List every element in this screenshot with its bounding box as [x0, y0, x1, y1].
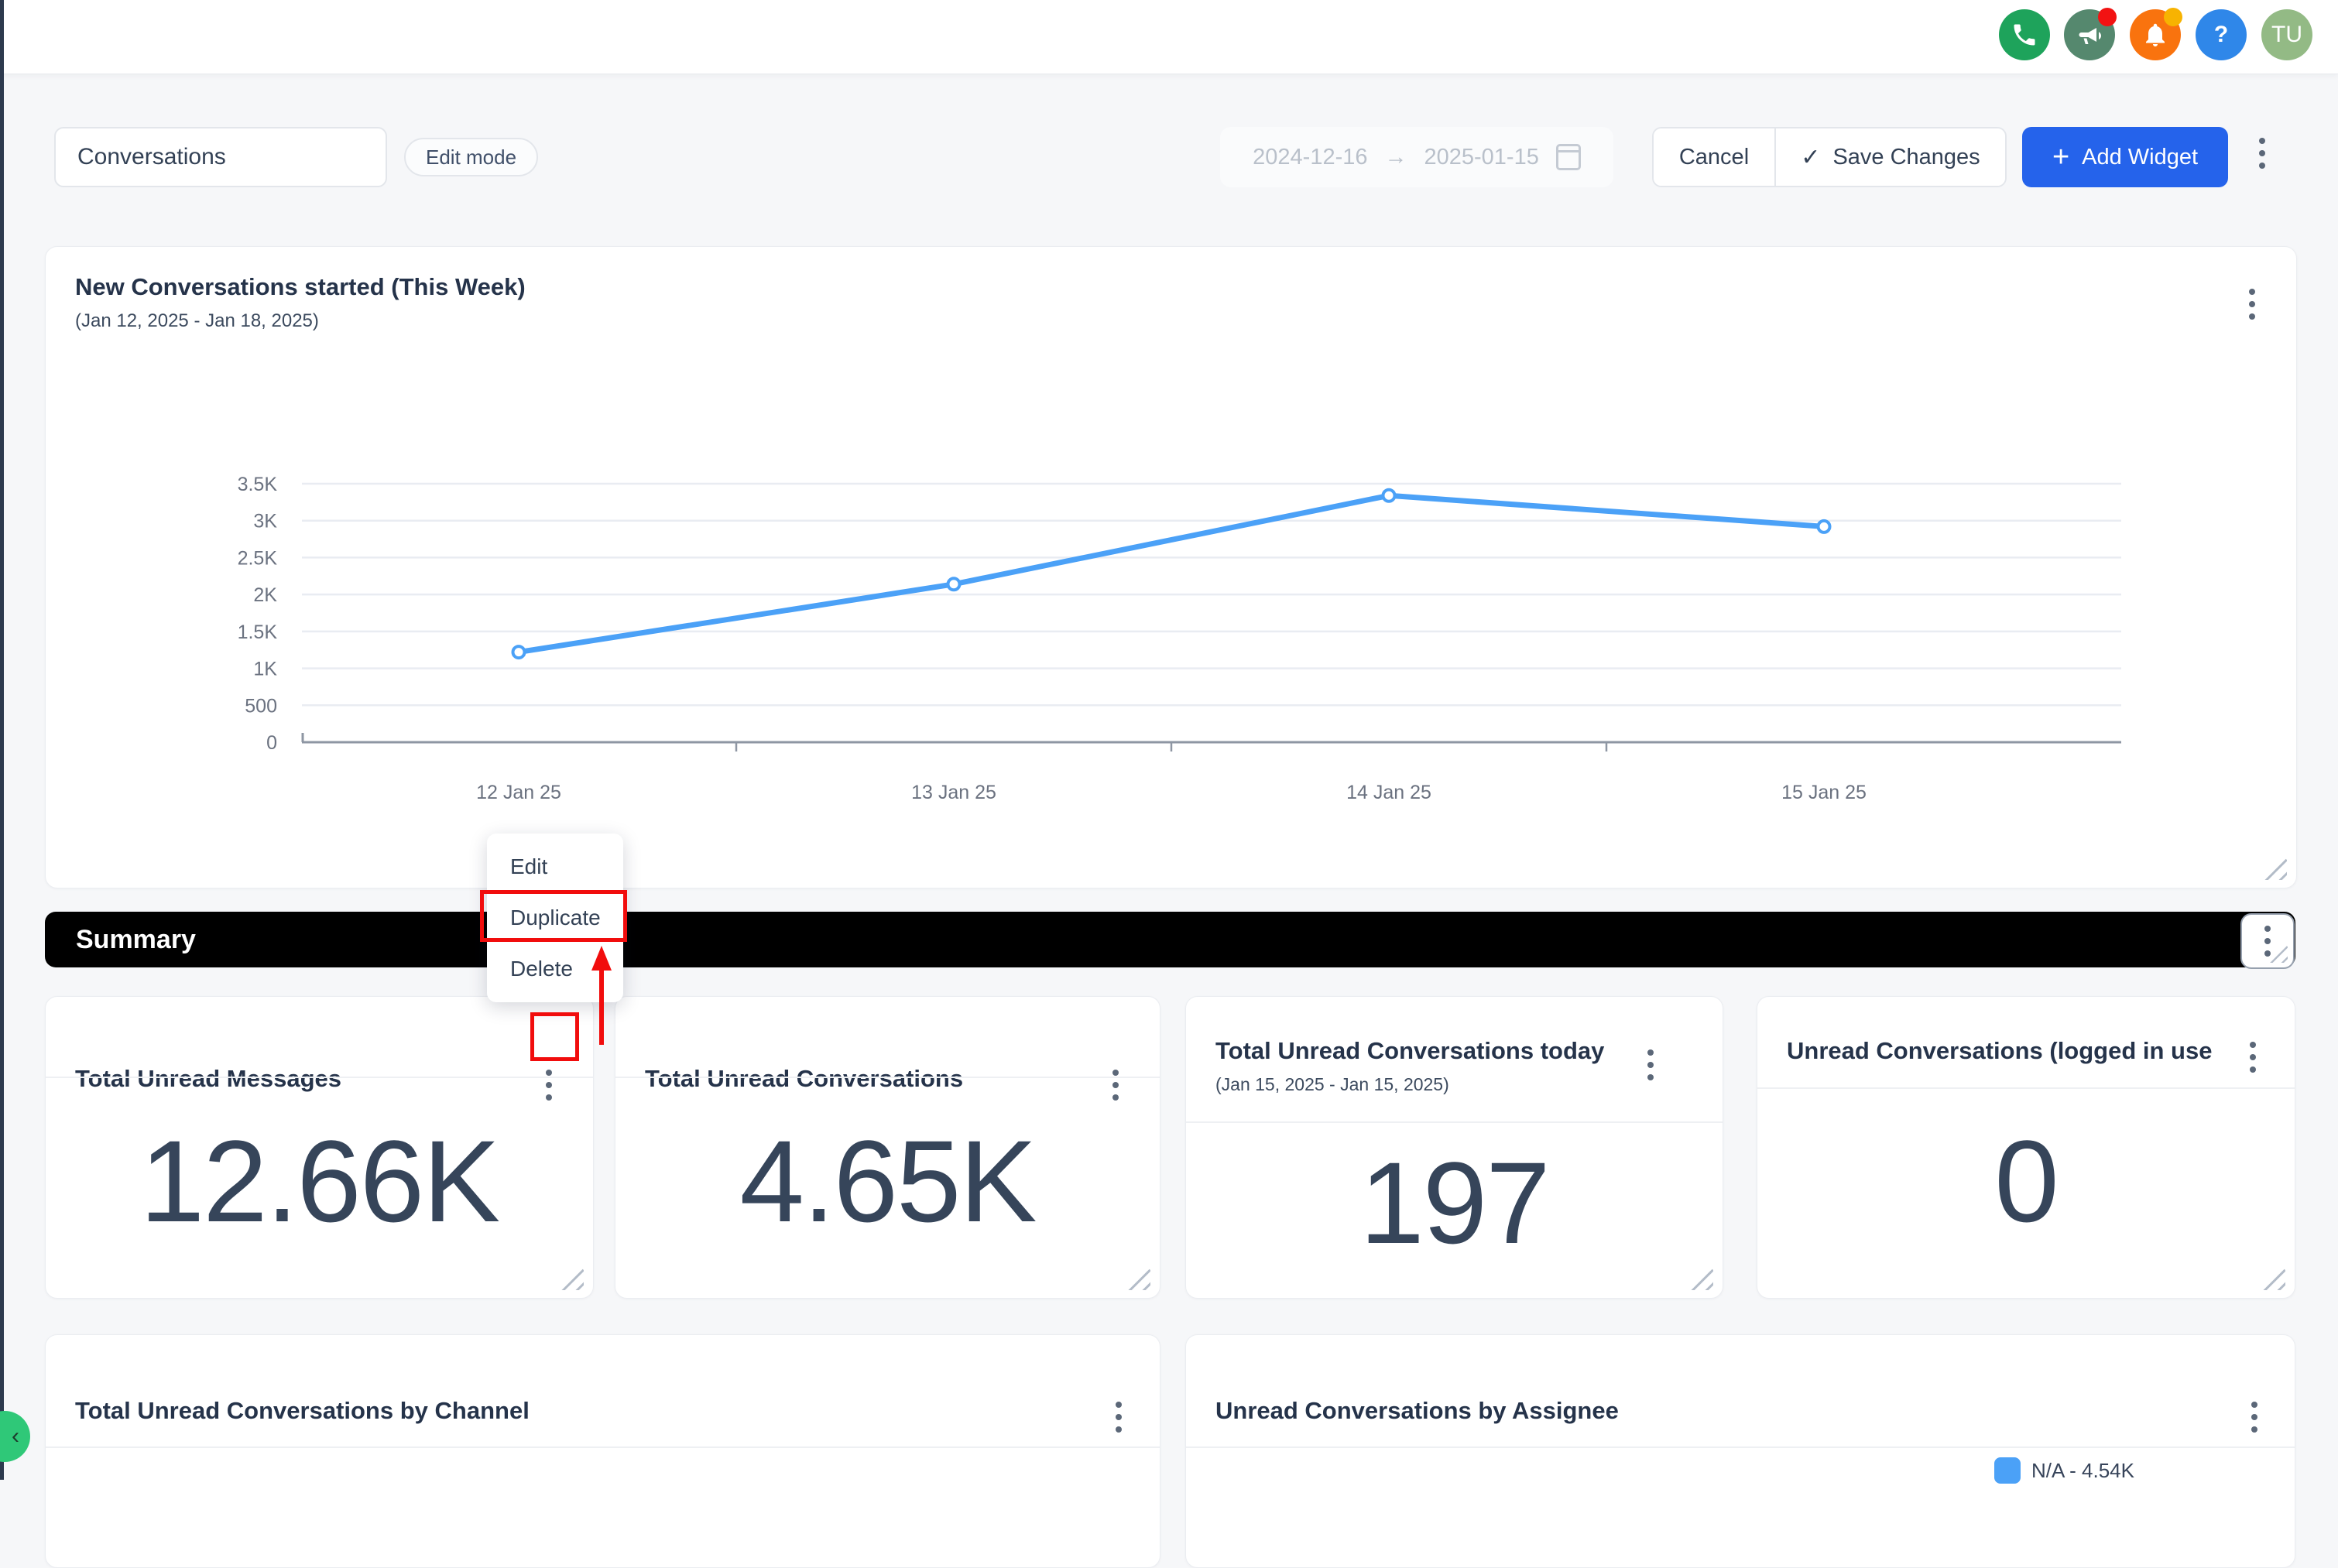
chat-widget-button[interactable]: ‹ [0, 1411, 30, 1462]
dashboard-name-value: Conversations [77, 144, 226, 169]
metric-card-title: Total Unread Conversations today [1215, 1037, 1605, 1064]
cancel-save-button-group: Cancel ✓ Save Changes [1652, 127, 2007, 187]
checkmark-icon: ✓ [1801, 144, 1821, 170]
date-arrow-icon: → [1384, 144, 1407, 169]
summary-section-title: Summary [76, 924, 196, 954]
chart-card-title: Unread Conversations by Assignee [1215, 1397, 1619, 1424]
metric-value: 197 [1359, 1138, 1550, 1268]
legend-item: N/A - 4.54K [1994, 1457, 2134, 1484]
summary-bar-resize-handle[interactable] [2269, 944, 2288, 963]
chart-card-subtitle: (Jan 12, 2025 - Jan 18, 2025) [75, 310, 319, 331]
metric-card-resize-handle[interactable] [561, 1267, 584, 1290]
save-changes-button[interactable]: ✓ Save Changes [1776, 128, 2005, 186]
metric-card-kebab-menu-icon[interactable] [1108, 1065, 1123, 1105]
megaphone-notification-badge [2098, 8, 2117, 26]
phone-icon[interactable] [1999, 9, 2050, 60]
metric-card-total-unread-conversations: Total Unread Conversations 4.65K [615, 996, 1160, 1299]
edit-mode-label: Edit mode [426, 145, 517, 169]
date-end-value: 2025-01-15 [1424, 144, 1539, 169]
edit-mode-badge: Edit mode [404, 138, 539, 176]
metric-value: 12.66K [139, 1116, 500, 1246]
metric-card-kebab-menu-icon[interactable] [541, 1065, 557, 1105]
metric-card-total-unread-conversations-today: Total Unread Conversations today (Jan 15… [1185, 996, 1723, 1299]
chart-card-kebab-menu-icon[interactable] [2244, 284, 2260, 324]
chart-card-kebab-menu-icon[interactable] [1111, 1397, 1126, 1437]
metric-card-resize-handle[interactable] [2262, 1267, 2285, 1290]
left-sidebar-edge [0, 0, 4, 1480]
legend-color-swatch [1994, 1457, 2021, 1484]
toolbar-kebab-menu-icon[interactable] [2254, 133, 2270, 173]
date-start-value: 2024-12-16 [1253, 144, 1368, 169]
add-widget-button[interactable]: + Add Widget [2022, 127, 2228, 187]
metric-value: 4.65K [739, 1116, 1037, 1246]
metric-card-unread-conversations-logged-in: Unread Conversations (logged in use 0 [1757, 996, 2295, 1299]
chart-card-kebab-menu-icon[interactable] [2247, 1397, 2262, 1437]
menu-item-duplicate[interactable]: Duplicate [510, 906, 601, 930]
date-range-picker[interactable]: 2024-12-16 → 2025-01-15 [1220, 127, 1613, 187]
summary-bar-kebab-button[interactable] [2240, 913, 2295, 969]
chart-card: New Conversations started (This Week) (J… [45, 246, 2297, 888]
bell-notification-badge [2164, 8, 2182, 26]
metric-card-kebab-menu-icon[interactable] [2245, 1037, 2261, 1077]
metric-card-subtitle: (Jan 15, 2025 - Jan 15, 2025) [1215, 1074, 1449, 1094]
chart-card-unread-by-assignee: Unread Conversations by Assignee N/A - 4… [1185, 1334, 2295, 1568]
widget-context-menu: Edit Duplicate Delete [487, 834, 623, 1002]
menu-item-edit[interactable]: Edit [510, 854, 548, 878]
metric-card-total-unread-messages: Total Unread Messages 12.66K [45, 996, 594, 1299]
avatar-initials: TU [2271, 22, 2302, 47]
megaphone-icon[interactable] [2064, 8, 2117, 60]
metric-card-resize-handle[interactable] [1127, 1267, 1150, 1290]
chart-card-resize-handle[interactable] [2264, 857, 2287, 880]
calendar-icon [1555, 144, 1581, 170]
metric-card-title: Total Unread Messages [75, 1065, 341, 1092]
metric-card-title: Unread Conversations (logged in use [1787, 1037, 2213, 1064]
metric-card-kebab-menu-icon[interactable] [1643, 1045, 1658, 1085]
avatar[interactable]: TU [2261, 9, 2312, 60]
cancel-button[interactable]: Cancel [1654, 128, 1776, 186]
metric-card-title: Total Unread Conversations [645, 1065, 964, 1092]
dashboard-name-input[interactable]: Conversations [54, 127, 387, 187]
save-changes-label: Save Changes [1832, 144, 1980, 169]
add-widget-label: Add Widget [2082, 144, 2199, 169]
summary-section-bar: Summary [45, 912, 2295, 967]
bell-icon[interactable] [2130, 8, 2182, 60]
metric-card-resize-handle[interactable] [1690, 1267, 1713, 1290]
menu-item-delete[interactable]: Delete [510, 957, 573, 981]
chart-card-title: New Conversations started (This Week) [75, 273, 526, 300]
summary-bar-kebab-menu-icon [2264, 926, 2271, 957]
cancel-label: Cancel [1678, 144, 1750, 169]
metric-value: 0 [1994, 1116, 2059, 1246]
plus-icon: + [2052, 141, 2070, 173]
chart-card-unread-by-channel: Total Unread Conversations by Channel [45, 1334, 1160, 1568]
legend-label: N/A - 4.54K [2031, 1458, 2134, 1482]
chart-card-title: Total Unread Conversations by Channel [75, 1397, 530, 1424]
top-header-bar [0, 0, 2338, 74]
help-icon[interactable]: ? [2196, 9, 2247, 60]
help-glyph: ? [2213, 22, 2229, 47]
